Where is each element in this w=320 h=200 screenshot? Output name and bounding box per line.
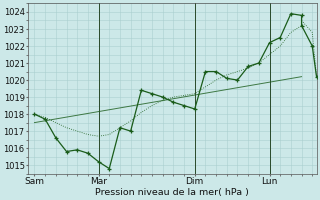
X-axis label: Pression niveau de la mer( hPa ): Pression niveau de la mer( hPa ) — [95, 188, 249, 197]
